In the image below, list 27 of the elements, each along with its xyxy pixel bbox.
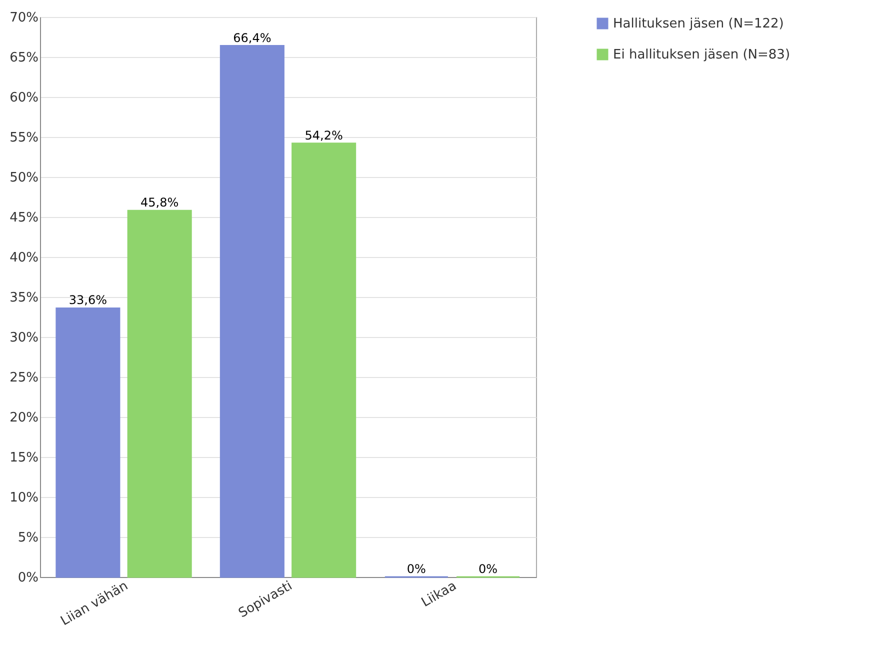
y-tick-label: 70% [10, 10, 38, 26]
data-label: 45,8% [140, 196, 179, 210]
data-label: 0% [406, 562, 426, 576]
bar [127, 210, 192, 578]
bar [220, 45, 284, 578]
legend-label: Hallituksen jäsen (N=122) [613, 16, 784, 32]
data-label: 33,6% [68, 293, 108, 308]
data-label: 54,2% [304, 128, 343, 142]
data-label: 0% [478, 562, 498, 576]
legend-label: Ei hallituksen jäsen (N=83) [613, 48, 790, 62]
y-tick-label: 45% [10, 210, 38, 226]
y-tick-label: 5% [18, 530, 38, 546]
y-tick-label: 65% [10, 50, 38, 66]
y-tick-label: 0% [18, 570, 38, 586]
y-tick-label: 35% [10, 290, 38, 306]
y-tick-label: 40% [10, 250, 38, 266]
y-tick-label: 15% [10, 450, 38, 466]
y-tick-label: 50% [10, 170, 38, 186]
y-tick-label: 10% [10, 490, 38, 506]
y-tick-label: 30% [10, 330, 38, 346]
y-tick-label: 20% [10, 410, 38, 426]
y-tick-label: 60% [10, 90, 38, 106]
y-tick-label: 55% [10, 130, 38, 146]
data-label: 66,4% [233, 30, 272, 45]
bar [292, 142, 356, 578]
y-tick-label: 25% [10, 370, 38, 386]
bar [56, 307, 120, 578]
